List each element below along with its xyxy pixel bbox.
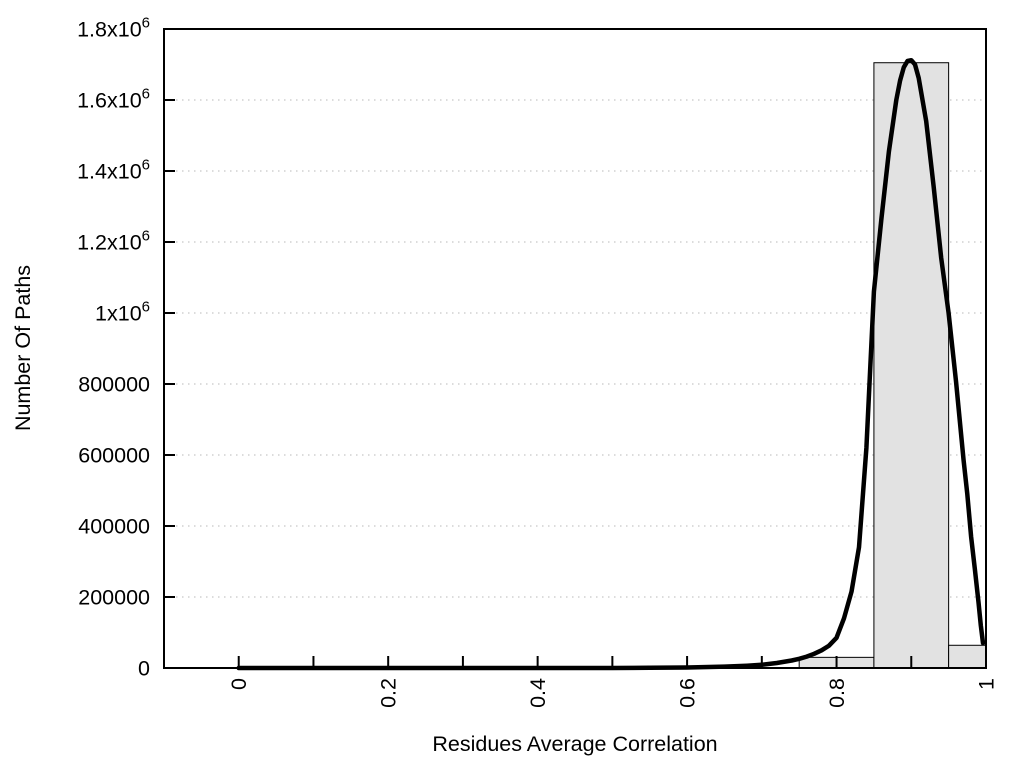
histogram-bars (798, 62, 987, 669)
y-tick-label: 1.2x106 (77, 228, 150, 255)
histogram-bar (873, 62, 950, 669)
y-tick-label: 1x106 (95, 299, 150, 326)
histogram-bar (948, 644, 987, 669)
y-tick-label: 1.4x106 (77, 157, 150, 184)
y-axis-title: Number Of Paths (11, 265, 35, 431)
y-tick-label: 0 (138, 657, 150, 681)
y-tick-labels: 0 200000 400000 600000 800000 1x106 1.2x106 1.4… (77, 15, 150, 681)
y-tick-label: 600000 (78, 444, 150, 468)
y-axis-ticks (164, 28, 175, 598)
y-tick-label: 1.8x106 (77, 15, 150, 42)
fit-curve (236, 57, 986, 671)
y-tick-label: 1.6x106 (77, 86, 150, 113)
x-tick-label: 0.4 (526, 678, 550, 708)
x-axis-title: Residues Average Correlation (432, 732, 717, 756)
x-tick-labels: 0 0.2 0.4 0.6 0.8 1 (227, 678, 998, 708)
superscript: 6 (142, 86, 150, 103)
superscript: 6 (142, 15, 150, 32)
x-tick-label: 0.2 (377, 678, 401, 708)
y-tick-label: 200000 (78, 586, 150, 610)
superscript: 6 (142, 157, 150, 174)
x-tick-label: 0.8 (825, 678, 849, 708)
x-tick-label: 0 (227, 678, 251, 690)
plot-border (163, 28, 987, 669)
x-axis-ticks (237, 656, 987, 668)
y-tick-label: 400000 (78, 515, 150, 539)
y-tick-label: 800000 (78, 373, 150, 397)
superscript: 6 (142, 299, 150, 316)
superscript: 6 (142, 228, 150, 245)
x-tick-label: 1 (975, 678, 999, 690)
x-tick-label: 0.6 (676, 678, 700, 708)
